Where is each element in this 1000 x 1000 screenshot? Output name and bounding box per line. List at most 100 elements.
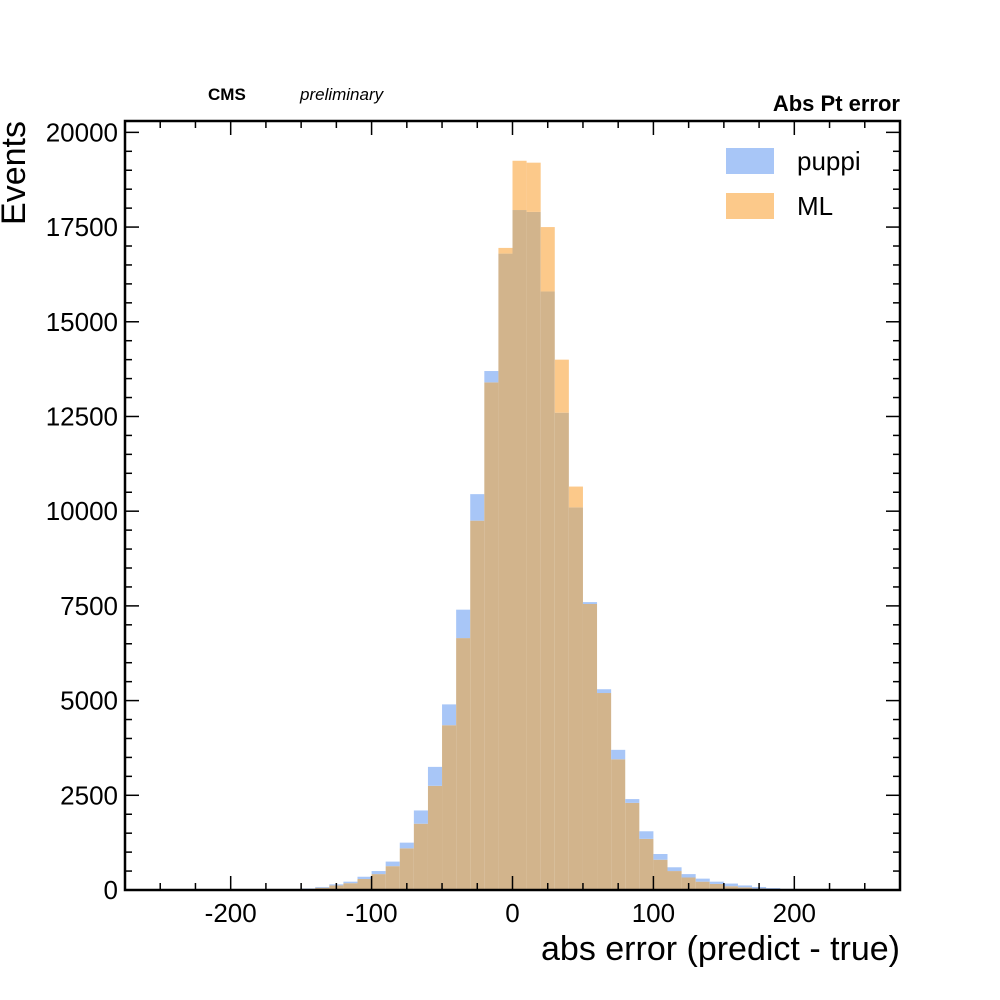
bar-overlap-19 [427, 785, 443, 890]
bar-overlap-27 [540, 291, 555, 890]
bin-20 [442, 704, 457, 890]
bin-35 [653, 854, 668, 890]
bin-40 [723, 883, 738, 890]
y-tick-label: 17500 [46, 212, 118, 242]
bar-puppi-41 [737, 885, 753, 888]
bar-puppi-14 [357, 876, 372, 880]
bar-ML-24 [498, 247, 513, 254]
bar-puppi-34 [639, 831, 654, 839]
bar-overlap-41 [737, 887, 753, 890]
bin-17 [399, 842, 414, 890]
bin-13 [343, 881, 358, 890]
bin-36 [667, 867, 682, 890]
experiment-label: CMS [208, 85, 246, 104]
y-tick-label: 12500 [46, 401, 118, 431]
bar-puppi-11 [315, 886, 330, 888]
bar-puppi-18 [413, 810, 428, 824]
bin-21 [456, 609, 471, 890]
bin-34 [639, 831, 654, 890]
bar-overlap-28 [554, 412, 569, 890]
bar-overlap-17 [399, 848, 414, 890]
bar-puppi-35 [653, 854, 668, 860]
bin-23 [484, 371, 499, 890]
x-tick-label: -100 [346, 898, 398, 928]
bar-overlap-31 [597, 693, 612, 890]
bar-puppi-23 [484, 371, 499, 383]
bin-25 [512, 160, 527, 891]
bar-overlap-24 [498, 253, 513, 891]
bin-39 [709, 881, 724, 890]
bin-14 [357, 876, 372, 890]
bar-puppi-15 [371, 871, 386, 875]
bin-24 [498, 247, 513, 891]
bar-overlap-21 [456, 638, 471, 890]
bar-ML-28 [554, 359, 569, 413]
bar-puppi-40 [723, 883, 738, 887]
bar-overlap-33 [625, 802, 640, 890]
bar-overlap-32 [611, 759, 626, 890]
bar-puppi-17 [399, 842, 414, 849]
bar-overlap-26 [526, 211, 541, 890]
bar-puppi-33 [625, 799, 640, 803]
bin-27 [540, 227, 555, 890]
bar-puppi-38 [695, 878, 710, 882]
y-tick-label: 2500 [60, 780, 118, 810]
legend-label-puppi: puppi [797, 146, 861, 176]
bar-puppi-13 [343, 881, 358, 884]
bar-puppi-21 [456, 609, 471, 639]
x-tick-label: 0 [505, 898, 519, 928]
bar-overlap-35 [653, 859, 668, 890]
bar-puppi-43 [766, 888, 781, 890]
bar-overlap-18 [413, 823, 428, 890]
y-tick-label: 5000 [60, 686, 118, 716]
y-tick-label: 15000 [46, 307, 118, 337]
bar-puppi-20 [442, 704, 457, 726]
bar-ML-26 [526, 162, 541, 212]
bar-ML-25 [512, 160, 527, 211]
bin-19 [427, 766, 443, 890]
y-tick-label: 10000 [46, 496, 118, 526]
bin-22 [470, 494, 485, 890]
bar-puppi-30 [582, 602, 598, 604]
bar-puppi-31 [597, 689, 612, 694]
bin-16 [385, 861, 400, 890]
bin-41 [737, 885, 753, 890]
bar-overlap-23 [484, 382, 499, 890]
bar-puppi-22 [470, 494, 485, 521]
y-tick-label: 20000 [46, 117, 118, 147]
x-tick-label: -200 [205, 898, 257, 928]
bar-overlap-30 [582, 603, 598, 890]
bar-overlap-40 [723, 886, 738, 890]
bin-30 [582, 602, 598, 890]
chart-title: Abs Pt error [773, 91, 901, 116]
bar-overlap-22 [470, 520, 485, 890]
legend: puppi ML [726, 146, 861, 221]
bar-puppi-39 [709, 881, 724, 884]
legend-swatch-ML [726, 193, 774, 219]
bin-31 [597, 689, 612, 890]
tick-labels: -200 -100 0 100 200 0 2500 5000 7500 10000 12500 15… [46, 117, 816, 928]
bar-puppi-19 [427, 766, 443, 786]
histogram-bars [258, 160, 837, 891]
bar-overlap-15 [371, 874, 386, 890]
bar-overlap-25 [512, 210, 527, 891]
bin-18 [413, 810, 428, 890]
y-tick-label: 7500 [60, 591, 118, 621]
bar-overlap-16 [385, 866, 400, 890]
bar-overlap-13 [343, 883, 358, 890]
x-axis-label: abs error (predict - true) [541, 930, 900, 968]
bar-puppi-16 [385, 861, 400, 867]
bar-overlap-36 [667, 871, 682, 890]
plot-frame [123, 119, 902, 892]
bar-overlap-38 [695, 881, 710, 890]
legend-label-ML: ML [797, 191, 833, 221]
bar-overlap-39 [709, 883, 724, 890]
bin-15 [371, 871, 386, 890]
x-tick-label: 100 [632, 898, 675, 928]
bar-overlap-34 [639, 838, 654, 890]
bin-33 [625, 799, 640, 890]
x-tick-label: 200 [773, 898, 816, 928]
bar-overlap-20 [442, 725, 457, 890]
bin-26 [526, 162, 541, 890]
